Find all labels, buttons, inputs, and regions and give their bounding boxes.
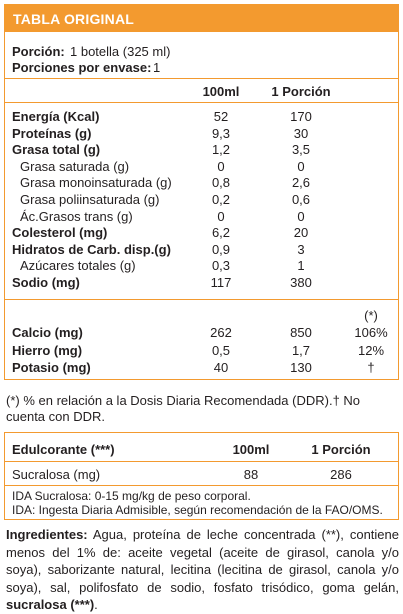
nutrient-name: Colesterol (mg) (12, 225, 108, 241)
mineral-value-100ml: 40 (213, 360, 229, 375)
divider (5, 102, 398, 103)
nutrition-table: TABLA ORIGINAL Porción: 1 botella (325 m… (4, 4, 399, 380)
ddr-footnote: (*) % en relación a la Dosis Diaria Reco… (6, 393, 361, 424)
ingredients-label: Ingredientes: (6, 527, 88, 542)
mineral-ddr-percent: † (367, 360, 375, 375)
divider (5, 485, 398, 486)
mineral-value-100ml: 0,5 (211, 342, 231, 358)
nutrient-value-portion: 3 (297, 241, 305, 257)
nutrient-name: Grasa total (g) (12, 142, 101, 158)
nutrient-value-100ml: 0 (217, 158, 225, 174)
divider (5, 78, 398, 79)
nutrient-name: Grasa monoinsaturada (g) (20, 175, 172, 191)
nutrient-value-100ml: 9,3 (211, 125, 231, 141)
nutrient-value-portion: 380 (290, 275, 312, 290)
nutrient-name: Proteínas (g) (12, 125, 92, 141)
mineral-value-100ml: 262 (210, 325, 232, 340)
sweetener-header: Edulcorante (***) (12, 442, 115, 457)
sweetener-table: Edulcorante (***) 100ml 1 Porción Sucral… (4, 432, 399, 520)
nutrient-value-100ml: 52 (213, 109, 229, 124)
sweetener-col-portion: 1 Porción (311, 442, 371, 457)
divider (5, 299, 398, 300)
nutrient-name: Energía (Kcal) (12, 109, 100, 124)
nutrient-value-portion: 3,5 (291, 142, 311, 158)
nutrient-value-portion: 1 (297, 258, 305, 274)
nutrient-value-100ml: 117 (210, 275, 232, 290)
title-bar: TABLA ORIGINAL (5, 5, 398, 32)
mineral-value-portion: 1,7 (291, 342, 311, 358)
sweetener-name: Sucralosa (mg) (12, 467, 101, 482)
mineral-ddr-percent: 12% (357, 342, 385, 358)
nutrient-value-100ml: 0,9 (211, 241, 231, 257)
ingredients-end: . (94, 597, 98, 612)
sweetener-col-100ml: 100ml (232, 442, 270, 457)
nutrient-value-100ml: 6,2 (211, 225, 231, 241)
col-header-100ml: 100ml (202, 84, 240, 99)
mineral-value-portion: 130 (290, 360, 312, 375)
ida-text: IDA Sucralosa: 0-15 mg/kg de peso corpor… (12, 489, 251, 503)
nutrient-value-portion: 0 (297, 208, 305, 224)
mineral-ddr-percent: 106% (354, 325, 388, 340)
portion-value: 1 botella (325 ml) (70, 44, 171, 59)
col-header-portion: 1 Porción (271, 84, 331, 99)
nutrient-name: Azúcares totales (g) (20, 258, 136, 274)
servings-value: 1 (153, 60, 161, 75)
portion-label: Porción: (12, 44, 65, 59)
nutrient-name: Grasa poliinsaturada (g) (20, 192, 160, 207)
sweetener-value-portion: 286 (330, 467, 352, 482)
nutrient-value-portion: 170 (290, 109, 312, 124)
nutrient-value-100ml: 0,3 (211, 258, 231, 274)
mineral-name: Hierro (mg) (12, 342, 83, 358)
nutrient-value-portion: 0,6 (291, 192, 311, 207)
nutrient-value-100ml: 0,2 (211, 192, 231, 207)
nutrient-name: Ác.Grasos trans (g) (20, 208, 133, 224)
mineral-name: Calcio (mg) (12, 325, 83, 340)
nutrient-value-100ml: 1,2 (211, 142, 231, 158)
sweetener-value-100ml: 88 (243, 467, 259, 482)
ddr-header: (*) (364, 308, 378, 323)
nutrient-value-100ml: 0 (217, 208, 225, 224)
ingredients-text: Ingredientes: Agua, proteína de leche co… (6, 526, 399, 614)
ida-note: IDA: Ingesta Diaria Admisible, según rec… (12, 503, 383, 517)
table-title: TABLA ORIGINAL (13, 11, 135, 27)
mineral-name: Potasio (mg) (12, 360, 91, 375)
nutrient-name: Grasa saturada (g) (20, 158, 130, 174)
ingredients-body: Agua, proteína de leche concentrada (**)… (6, 527, 399, 595)
nutrient-value-portion: 30 (293, 125, 309, 141)
divider (5, 461, 398, 462)
nutrient-name: Hidratos de Carb. disp.(g) (12, 241, 171, 257)
nutrient-value-portion: 20 (293, 225, 309, 241)
servings-label: Porciones por envase: (12, 60, 152, 75)
mineral-value-portion: 850 (290, 325, 312, 340)
nutrient-value-portion: 2,6 (291, 175, 311, 191)
nutrient-value-portion: 0 (297, 158, 305, 174)
ingredients-bold-tail: sucralosa (***) (6, 597, 95, 612)
nutrient-value-100ml: 0,8 (211, 175, 231, 191)
nutrient-name: Sodio (mg) (12, 275, 80, 290)
